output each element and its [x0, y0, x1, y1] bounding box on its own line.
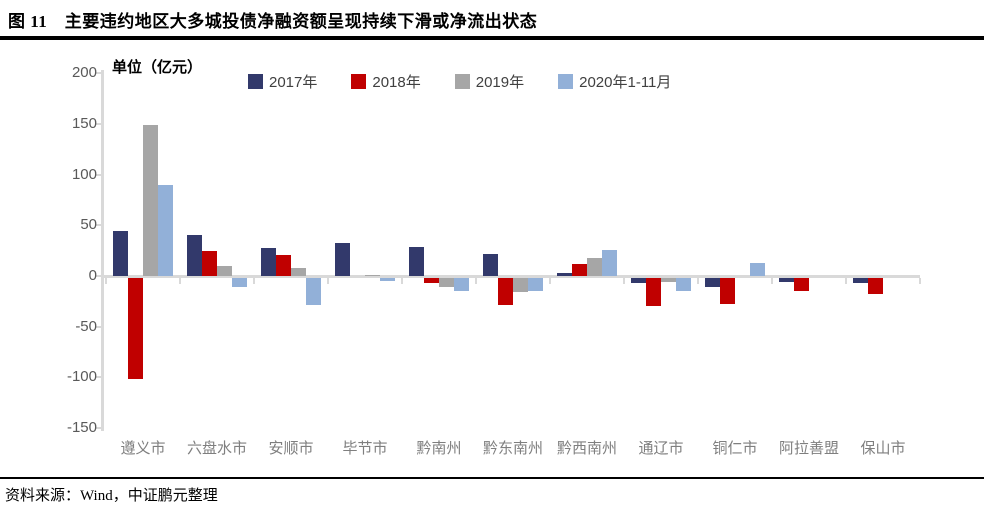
bar-2017年-毕节市	[335, 243, 350, 276]
bar-2020年1-11月-安顺市	[306, 278, 321, 305]
legend-item-2018年: 2018年	[351, 71, 421, 92]
bar-2020年1-11月-黔南州	[454, 278, 469, 291]
bar-2019年-安顺市	[291, 268, 306, 276]
bar-2018年-保山市	[868, 278, 883, 294]
bar-2020年1-11月-铜仁市	[750, 263, 765, 276]
bar-2017年-黔东南州	[483, 254, 498, 276]
bar-2017年-安顺市	[261, 248, 276, 276]
y-axis-tick	[95, 427, 101, 429]
x-axis-tick	[105, 278, 107, 284]
y-axis-tick	[95, 224, 101, 226]
y-axis-tick-label: 100	[71, 166, 97, 183]
bar-2019年-通辽市	[661, 278, 676, 282]
y-axis-tick-label: 0	[88, 267, 97, 284]
x-axis-tick	[549, 278, 551, 284]
bar-2019年-黔南州	[439, 278, 454, 287]
x-axis-category-label: 阿拉善盟	[778, 440, 839, 457]
y-axis-tick-label: 200	[71, 64, 97, 81]
y-axis-tick-label: 50	[80, 216, 97, 233]
y-axis-tick	[95, 123, 101, 125]
y-axis-tick	[95, 326, 101, 328]
footer-divider	[0, 477, 984, 479]
x-axis-tick	[179, 278, 181, 284]
legend-label: 2020年1-11月	[579, 74, 672, 91]
x-axis-tick	[771, 278, 773, 284]
bar-2017年-保山市	[853, 278, 868, 283]
bar-2018年-阿拉善盟	[794, 278, 809, 291]
bar-2020年1-11月-黔西南州	[602, 250, 617, 276]
x-axis-tick	[253, 278, 255, 284]
bar-2017年-六盘水市	[187, 235, 202, 276]
x-axis-category-label: 保山市	[860, 440, 906, 457]
y-axis-tick	[95, 174, 101, 176]
bar-2020年1-11月-遵义市	[158, 185, 173, 276]
x-axis-line	[101, 275, 920, 278]
bar-2020年1-11月-通辽市	[676, 278, 691, 291]
bar-2019年-黔东南州	[513, 278, 528, 292]
bar-2017年-黔南州	[409, 247, 424, 276]
bar-chart: 单位（亿元） 2017年 2018年 2019年 2020年1-11月 200 150 1…	[0, 44, 984, 474]
legend-swatch-icon	[351, 74, 367, 89]
x-axis-category-label: 安顺市	[268, 440, 314, 457]
bar-2018年-安顺市	[276, 255, 291, 276]
y-axis-line	[101, 70, 104, 431]
x-axis-category-label: 黔西南州	[556, 440, 617, 457]
x-axis-tick	[327, 278, 329, 284]
chart-legend: 2017年 2018年 2019年 2020年1-11月	[248, 71, 671, 92]
legend-swatch-icon	[454, 74, 470, 89]
bar-2019年-毕节市	[365, 275, 380, 276]
y-axis-tick-label: 150	[71, 115, 97, 132]
figure-title: 图 11 主要违约地区大多城投债净融资额呈现持续下滑或净流出状态	[8, 12, 538, 31]
bar-2018年-六盘水市	[202, 251, 217, 276]
x-axis-tick	[475, 278, 477, 284]
x-axis-category-label: 通辽市	[638, 440, 684, 457]
title-divider	[0, 36, 984, 40]
x-axis-category-label: 遵义市	[120, 440, 166, 457]
bar-2017年-阿拉善盟	[779, 278, 794, 282]
y-axis-tick-label: -50	[75, 318, 97, 335]
bar-2020年1-11月-六盘水市	[232, 278, 247, 287]
x-axis-category-label: 黔东南州	[482, 440, 543, 457]
x-axis-tick	[623, 278, 625, 284]
legend-item-2020年1-11月: 2020年1-11月	[558, 71, 671, 92]
y-axis-tick-label: -150	[66, 419, 97, 436]
bar-2020年1-11月-黔东南州	[528, 278, 543, 291]
legend-item-2019年: 2019年	[454, 71, 525, 92]
legend-item-2017年: 2017年	[248, 71, 317, 92]
bar-2018年-铜仁市	[720, 278, 735, 304]
bar-2017年-遵义市	[113, 231, 128, 276]
x-axis-category-label: 毕节市	[342, 440, 388, 457]
bar-2018年-黔南州	[424, 278, 439, 283]
bar-2018年-黔东南州	[498, 278, 513, 305]
bar-2018年-遵义市	[128, 278, 143, 379]
x-axis-tick	[401, 278, 403, 284]
x-axis-tick	[697, 278, 699, 284]
legend-label: 2017年	[269, 74, 318, 91]
bar-2019年-遵义市	[143, 125, 158, 276]
bar-2019年-六盘水市	[217, 266, 232, 276]
legend-swatch-icon	[248, 74, 263, 89]
legend-label: 2018年	[372, 74, 421, 91]
y-axis-tick	[95, 275, 101, 277]
bar-2017年-铜仁市	[705, 278, 720, 287]
x-axis-category-label: 铜仁市	[712, 440, 758, 457]
y-axis-tick-label: -100	[66, 368, 97, 385]
legend-label: 2019年	[475, 74, 525, 91]
bar-2017年-通辽市	[631, 278, 646, 283]
x-axis-tick	[845, 278, 847, 284]
source-note: 资料来源：Wind，中证鹏元整理	[5, 488, 218, 504]
x-axis-tick	[919, 278, 921, 284]
axis-unit-label: 单位（亿元）	[112, 59, 203, 76]
y-axis-tick	[95, 72, 101, 74]
bar-2018年-黔西南州	[572, 264, 587, 276]
x-axis-category-label: 黔南州	[416, 440, 462, 457]
bar-2017年-黔西南州	[557, 273, 572, 276]
legend-swatch-icon	[558, 74, 574, 89]
bar-2020年1-11月-毕节市	[380, 278, 395, 281]
x-axis-category-label: 六盘水市	[186, 440, 247, 457]
y-axis-tick	[95, 376, 101, 378]
bar-2019年-黔西南州	[587, 258, 602, 276]
bar-2018年-通辽市	[646, 278, 661, 306]
